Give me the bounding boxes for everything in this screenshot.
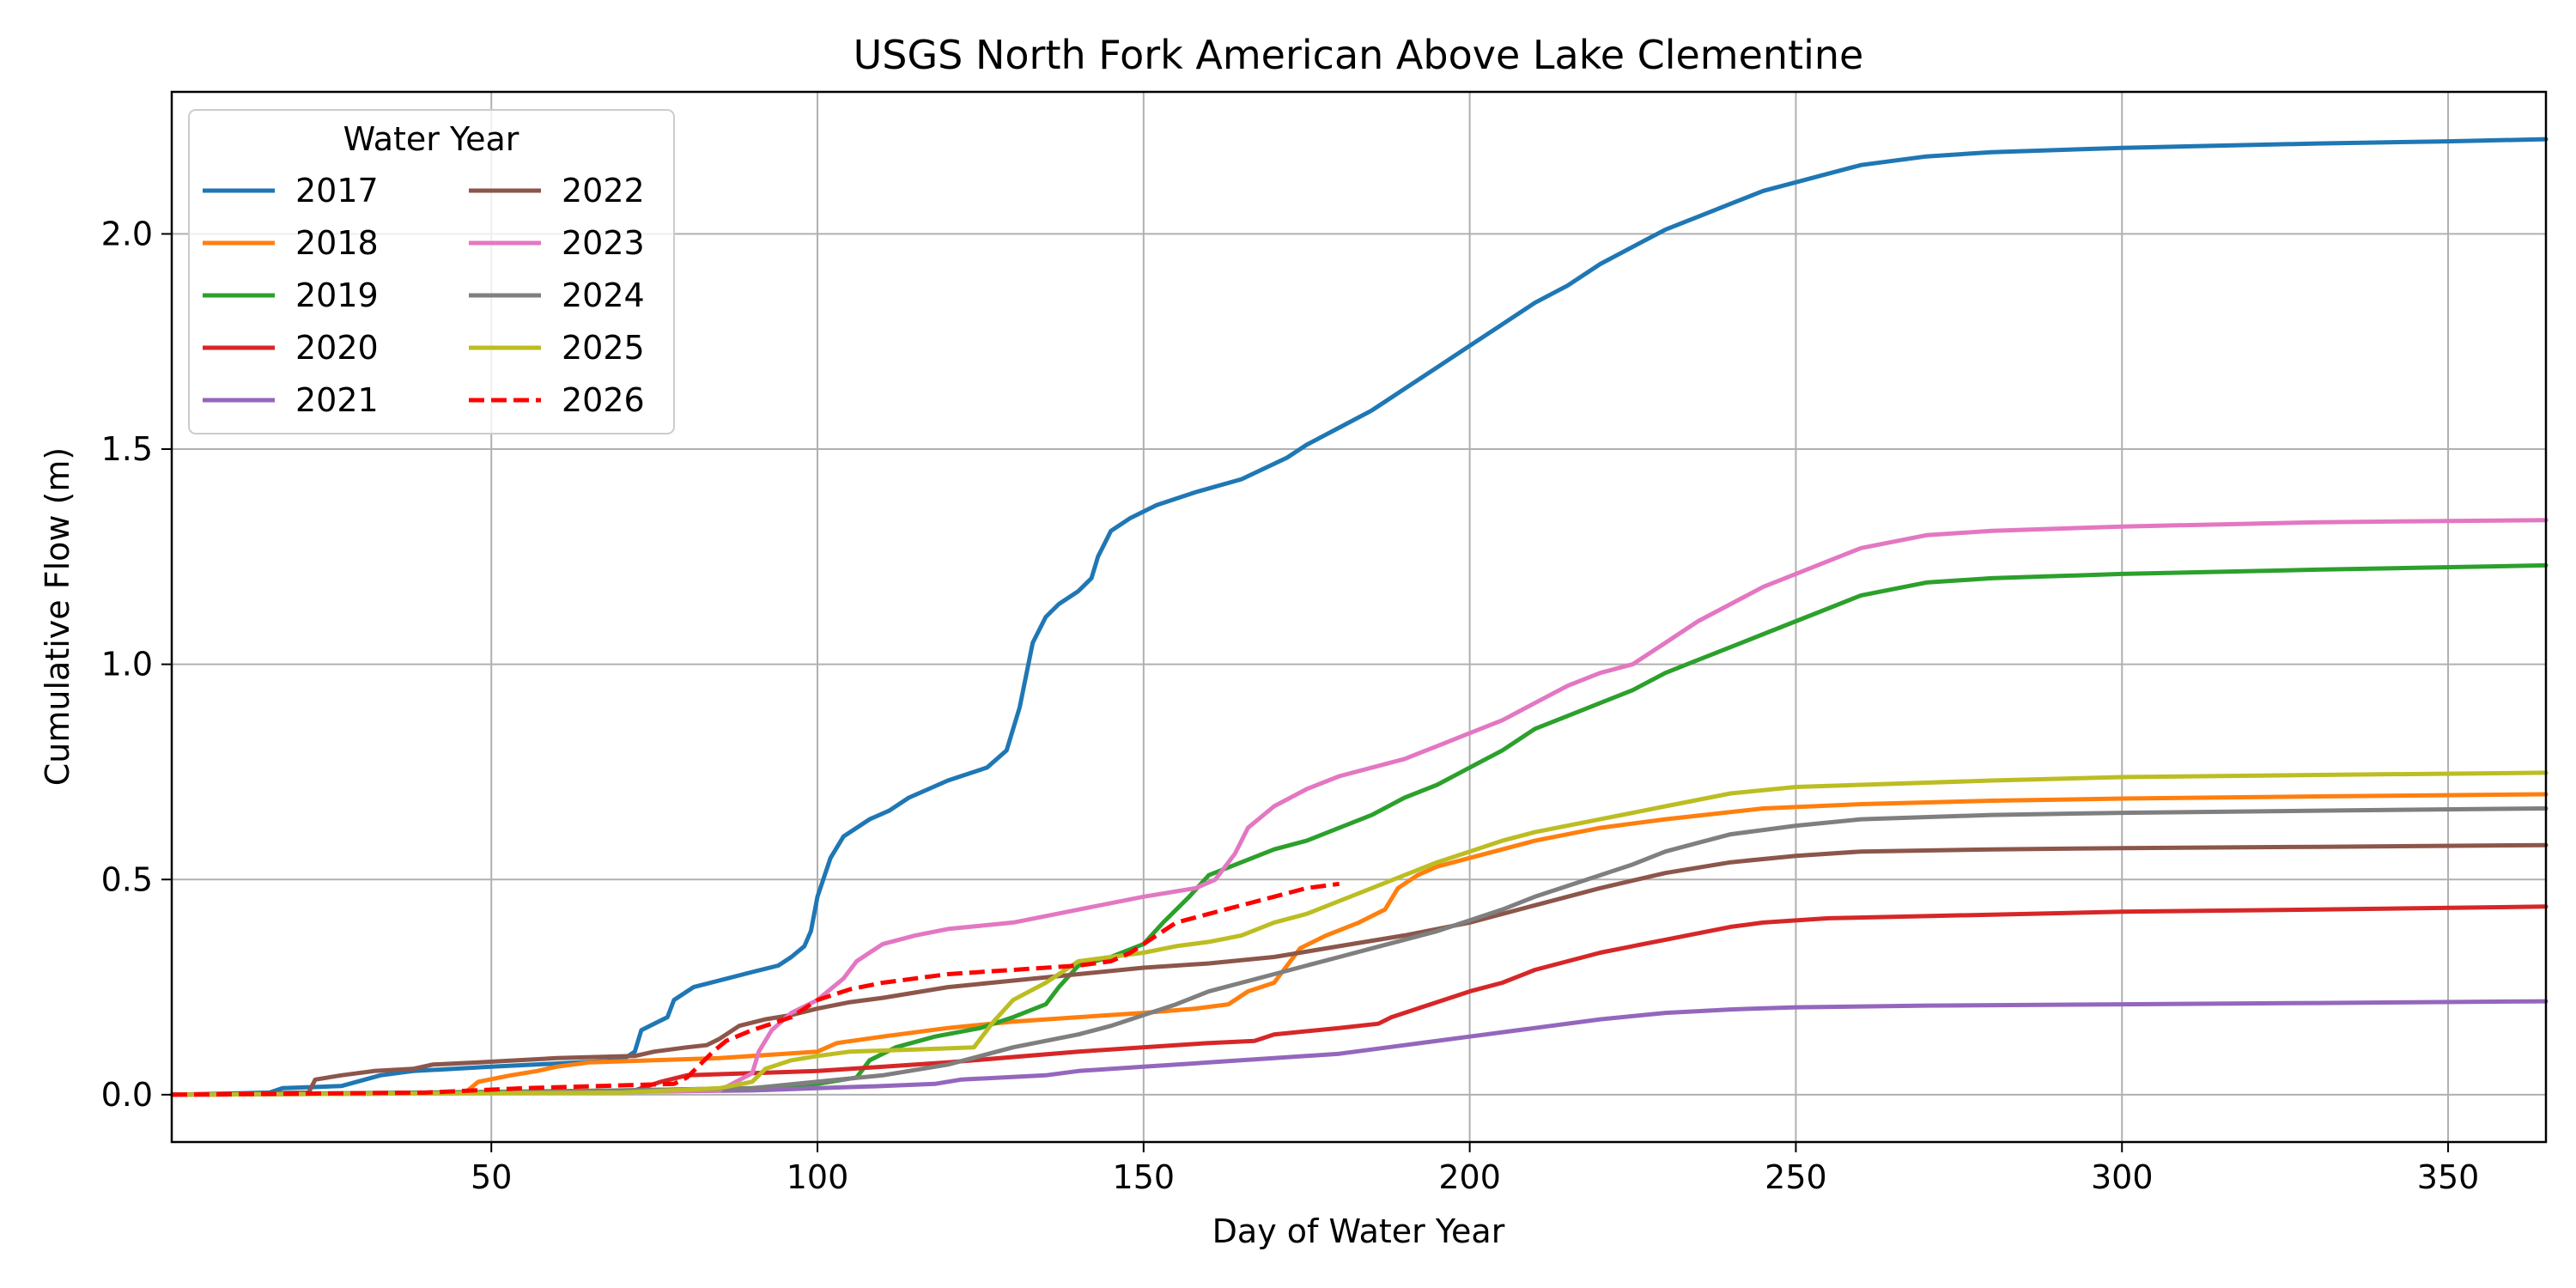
y-tick-label: 0.5 [101, 860, 153, 898]
series-line-2024 [169, 806, 2549, 1097]
y-axis-label: Cumulative Flow (m) [39, 447, 76, 786]
x-tick-label: 150 [1113, 1158, 1176, 1196]
x-tick-label: 350 [2417, 1158, 2480, 1196]
legend-label-2019: 2019 [295, 276, 379, 314]
legend-label-2025: 2025 [562, 329, 645, 367]
chart-title: USGS North Fork American Above Lake Clem… [854, 32, 1864, 78]
y-tick-label: 0.0 [101, 1076, 153, 1114]
legend-box [188, 109, 675, 434]
x-axis-label: Day of Water Year [1212, 1212, 1505, 1250]
ticks: 50 100 150 200 250 300 350 0.0 0.5 1.0 1.5 2.0 [101, 215, 2480, 1196]
legend-label-2024: 2024 [562, 276, 645, 314]
series-line-2017 [169, 137, 2549, 1097]
x-tick-label: 250 [1765, 1158, 1827, 1196]
legend-label-2020: 2020 [295, 329, 379, 367]
legend-items: 2017 2018 2019 2020 2021 2022 2023 2024 2025 2026 [203, 172, 645, 419]
series-line-2019 [169, 562, 2549, 1097]
x-tick-label: 200 [1438, 1158, 1501, 1196]
legend: Water Year 20172018201920202021202220232… [188, 109, 675, 434]
legend-label-2021: 2021 [295, 381, 379, 419]
y-tick-label: 1.0 [101, 646, 153, 683]
legend-label-2022: 2022 [562, 172, 645, 210]
x-tick-label: 50 [471, 1158, 512, 1196]
series-line-2018 [169, 792, 2549, 1097]
y-tick-label: 1.5 [101, 430, 153, 468]
x-tick-label: 100 [787, 1158, 849, 1196]
legend-label-2018: 2018 [295, 224, 379, 262]
series-line-2022 [169, 842, 2549, 1097]
y-tick-label: 2.0 [101, 215, 153, 252]
legend-label-2023: 2023 [562, 224, 645, 262]
series-layer [169, 137, 2549, 1097]
series-line-2021 [169, 999, 2549, 1097]
series-line-2026 [171, 881, 1340, 1097]
x-tick-label: 300 [2091, 1158, 2154, 1196]
plot-frame [170, 90, 2548, 1144]
legend-title: Water Year [343, 120, 519, 158]
series-line-2025 [169, 770, 2549, 1097]
legend-label-2026: 2026 [562, 381, 645, 419]
legend-label-2017: 2017 [295, 172, 379, 210]
